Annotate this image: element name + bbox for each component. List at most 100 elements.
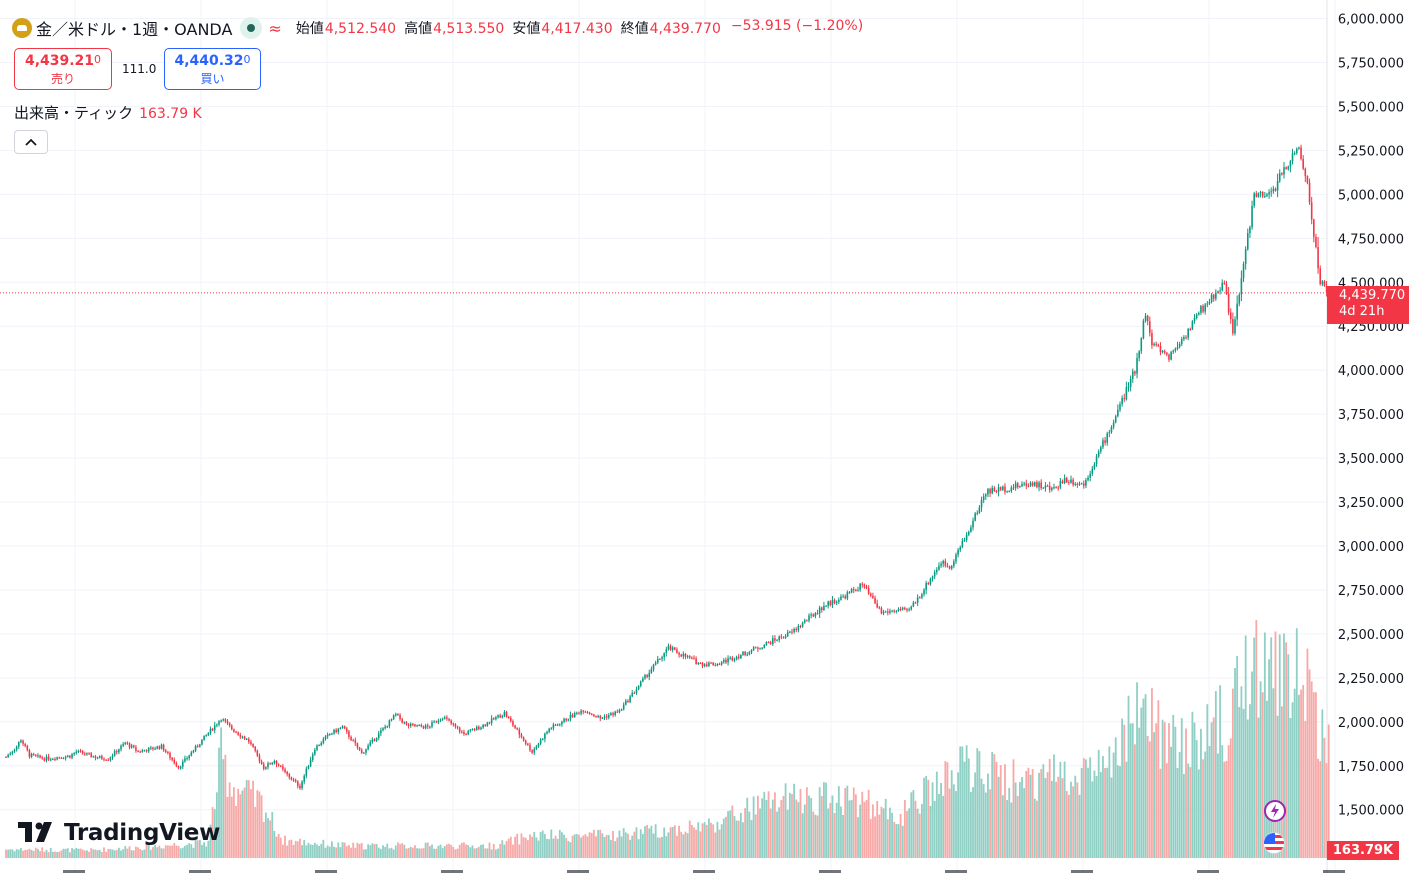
candle-body (576, 712, 578, 714)
candle-body (254, 746, 257, 751)
candle-body (869, 593, 872, 596)
volume-bar (1325, 763, 1328, 858)
volume-bar (188, 843, 191, 858)
y-tick-label: 2,500.000 (1338, 628, 1404, 643)
volume-bar (1074, 775, 1077, 858)
candle-body (882, 611, 885, 614)
candle-body (1272, 188, 1275, 192)
candle-body (629, 696, 631, 703)
candle-body (976, 512, 979, 514)
candle-body (1157, 344, 1160, 346)
candle-body (1293, 153, 1296, 155)
candle-body (729, 657, 731, 659)
candle-body (620, 709, 623, 711)
collapse-button[interactable] (14, 130, 48, 154)
volume-bar (963, 761, 966, 858)
volume-bar (17, 849, 20, 858)
candle-body (1244, 249, 1247, 265)
buy-button[interactable]: 4,440.320 買い (164, 48, 261, 90)
volume-bar (829, 802, 832, 858)
volume-bar (982, 784, 985, 858)
volume-bar (607, 835, 610, 858)
candle-body (512, 721, 514, 726)
high-value: 4,513.550 (433, 21, 505, 37)
volume-bar (1027, 767, 1030, 858)
us-flag-icon[interactable] (1263, 832, 1285, 854)
candle-body (987, 488, 989, 495)
volume-bar (194, 839, 197, 858)
volume-bar (490, 849, 493, 858)
candle-body (1121, 398, 1123, 405)
candle-body (663, 653, 665, 658)
volume-bar (991, 751, 994, 858)
y-tick-label: 2,250.000 (1338, 672, 1404, 687)
volume-bar (1110, 777, 1113, 858)
candle-body (573, 712, 576, 718)
volume-bar (115, 849, 118, 858)
volume-bar (1165, 763, 1168, 858)
volume-bar (931, 782, 934, 858)
candle-body (386, 726, 389, 728)
volume-bar (676, 835, 678, 858)
volume-bar (795, 799, 798, 858)
candle-body (73, 753, 75, 755)
volume-bar (686, 833, 689, 858)
volume-bar (1257, 717, 1260, 858)
candle-body (772, 638, 774, 645)
candle-body (1140, 338, 1143, 352)
candle-body (891, 610, 893, 612)
candle-body (339, 727, 342, 729)
volume-bar (5, 849, 7, 858)
volume-bar (433, 848, 436, 858)
volume-bar (1280, 706, 1283, 858)
candle-body (128, 743, 131, 748)
candle-body (569, 714, 572, 720)
symbol-title[interactable]: 金／米ドル・1週・OANDA (36, 20, 233, 39)
candle-body (1166, 352, 1168, 355)
candle-body (201, 739, 203, 745)
volume-bar (1063, 761, 1066, 858)
tradingview-logo[interactable]: TradingView (18, 820, 220, 846)
candle-body (1208, 302, 1211, 304)
candle-body (458, 727, 461, 732)
volume-bar (622, 828, 625, 858)
volume-bar (441, 848, 444, 858)
volume-bar (884, 798, 887, 858)
candle-body (701, 662, 704, 667)
candle-body (965, 534, 968, 541)
candle-body (39, 755, 41, 758)
volume-label: 出来高・ティック (14, 104, 134, 122)
volume-bar (869, 818, 872, 858)
volume-bar (124, 846, 127, 858)
volume-bar (343, 842, 346, 858)
candle-body (541, 738, 544, 740)
volume-bar (328, 846, 331, 858)
candle-body (584, 711, 587, 713)
candle-body (1195, 314, 1198, 318)
candle-body (388, 720, 391, 727)
volume-bar (446, 844, 448, 858)
volume-bar (533, 831, 536, 858)
volume-bar (1114, 737, 1117, 858)
candle-body (829, 601, 832, 606)
candle-body (190, 752, 193, 756)
candle-body (529, 744, 531, 751)
candle-body (678, 652, 680, 655)
candle-body (179, 766, 182, 769)
volume-bar (482, 844, 485, 858)
lightning-icon[interactable] (1264, 800, 1286, 822)
candle-body (980, 500, 983, 508)
sell-button[interactable]: 4,439.210 売り (14, 48, 112, 90)
candle-body (384, 726, 386, 729)
volume-bar (397, 842, 399, 858)
candle-body (26, 745, 29, 751)
volume-bar (1317, 758, 1319, 858)
volume-bar (673, 825, 676, 858)
volume-bar (639, 829, 642, 858)
volume-bar (818, 787, 821, 858)
volume-bar (754, 814, 757, 858)
candle-body (1325, 285, 1328, 293)
candle-body (86, 753, 88, 755)
volume-bar (618, 830, 621, 858)
